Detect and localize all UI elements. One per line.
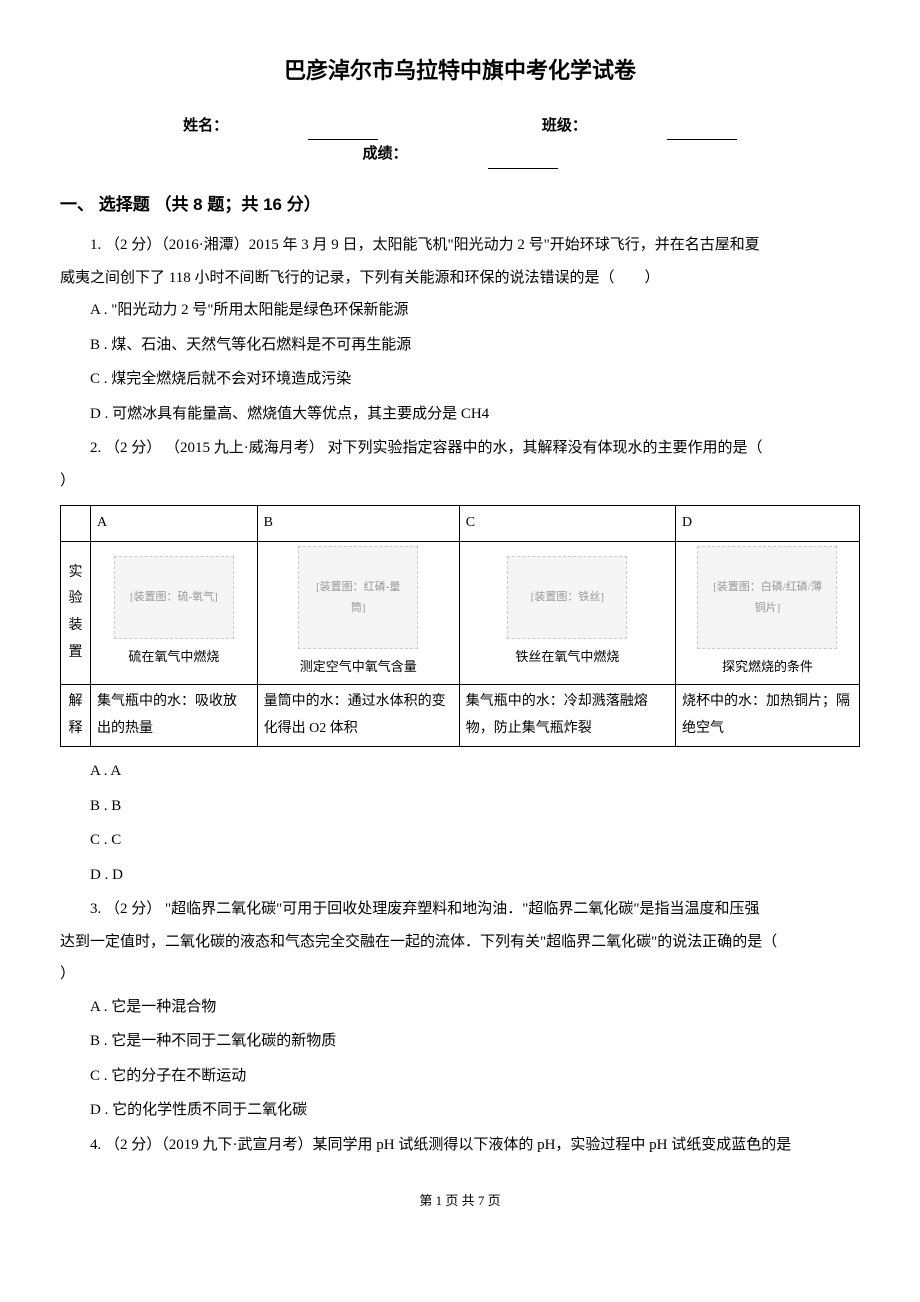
caption-c: 铁丝在氧气中燃烧 bbox=[466, 645, 669, 670]
name-field: 姓名： bbox=[143, 112, 418, 141]
page-footer: 第 1 页 共 7 页 bbox=[60, 1189, 860, 1214]
q3-option-d: D . 它的化学性质不同于二氧化碳 bbox=[60, 1096, 860, 1125]
caption-a: 硫在氧气中燃烧 bbox=[97, 645, 251, 670]
q2-option-b: B . B bbox=[60, 792, 860, 821]
table-header-row: A B C D bbox=[61, 506, 860, 542]
q3-stem-line3: ） bbox=[60, 960, 860, 989]
caption-d: 探究燃烧的条件 bbox=[682, 655, 853, 680]
q3-stem-line2: 达到一定值时，二氧化碳的液态和气态完全交融在一起的流体．下列有关"超临界二氧化碳… bbox=[60, 928, 860, 957]
q1-stem-line2: 威夷之间创下了 118 小时不间断飞行的记录，下列有关能源和环保的说法错误的是（… bbox=[60, 264, 860, 293]
q1-stem-line1: 1. （2 分）（2016·湘潭）2015 年 3 月 9 日，太阳能飞机"阳光… bbox=[60, 231, 860, 260]
q2-stem-line2: ） bbox=[60, 467, 860, 496]
table-explain-row: 解释 集气瓶中的水：吸收放出的热量 量筒中的水：通过水体积的变化得出 O2 体积… bbox=[61, 685, 860, 747]
table-corner bbox=[61, 506, 91, 542]
diagram-a: [装置图：硫-氧气] bbox=[114, 556, 234, 639]
q3-stem-line1: 3. （2 分） "超临界二氧化碳"可用于回收处理废弃塑料和地沟油．"超临界二氧… bbox=[60, 895, 860, 924]
q1-option-d: D . 可燃冰具有能量高、燃烧值大等优点，其主要成分是 CH4 bbox=[60, 400, 860, 429]
q2-option-c: C . C bbox=[60, 826, 860, 855]
cell-d-explain: 烧杯中的水：加热铜片；隔绝空气 bbox=[675, 685, 859, 747]
table-col-c: C bbox=[459, 506, 675, 542]
q1-option-c: C . 煤完全燃烧后就不会对环境造成污染 bbox=[60, 365, 860, 394]
cell-a-device: [装置图：硫-氧气] 硫在氧气中燃烧 bbox=[91, 541, 258, 684]
diagram-c: [装置图：铁丝] bbox=[507, 556, 627, 639]
cell-b-explain: 量筒中的水：通过水体积的变化得出 O2 体积 bbox=[257, 685, 459, 747]
q1-option-a: A . "阳光动力 2 号"所用太阳能是绿色环保新能源 bbox=[60, 296, 860, 325]
q3-option-c: C . 它的分子在不断运动 bbox=[60, 1062, 860, 1091]
table-col-a: A bbox=[91, 506, 258, 542]
experiment-table: A B C D 实验装置 [装置图：硫-氧气] 硫在氧气中燃烧 [装置图：红磷-… bbox=[60, 505, 860, 747]
section-header: 一、 选择题 （共 8 题；共 16 分） bbox=[60, 189, 860, 221]
cell-c-device: [装置图：铁丝] 铁丝在氧气中燃烧 bbox=[459, 541, 675, 684]
info-row: 姓名： 班级： 成绩： bbox=[60, 112, 860, 169]
table-device-row: 实验装置 [装置图：硫-氧气] 硫在氧气中燃烧 [装置图：红磷-量筒] 测定空气… bbox=[61, 541, 860, 684]
q4-stem: 4. （2 分）（2019 九下·武宣月考）某同学用 pH 试纸测得以下液体的 … bbox=[60, 1131, 860, 1160]
class-field: 班级： bbox=[502, 112, 777, 141]
q2-stem-line1: 2. （2 分） （2015 九上·威海月考） 对下列实验指定容器中的水，其解释… bbox=[60, 434, 860, 463]
diagram-d: [装置图：白磷/红磷/薄铜片] bbox=[697, 546, 837, 650]
q2-option-d: D . D bbox=[60, 861, 860, 890]
cell-b-device: [装置图：红磷-量筒] 测定空气中氧气含量 bbox=[257, 541, 459, 684]
row2-label: 解释 bbox=[61, 685, 91, 747]
q2-option-a: A . A bbox=[60, 757, 860, 786]
table-col-d: D bbox=[675, 506, 859, 542]
caption-b: 测定空气中氧气含量 bbox=[264, 655, 453, 680]
cell-d-device: [装置图：白磷/红磷/薄铜片] 探究燃烧的条件 bbox=[675, 541, 859, 684]
cell-c-explain: 集气瓶中的水：冷却溅落融熔物，防止集气瓶炸裂 bbox=[459, 685, 675, 747]
table-col-b: B bbox=[257, 506, 459, 542]
score-field: 成绩： bbox=[322, 140, 597, 169]
q3-option-b: B . 它是一种不同于二氧化碳的新物质 bbox=[60, 1027, 860, 1056]
diagram-b: [装置图：红磷-量筒] bbox=[298, 546, 418, 650]
q1-option-b: B . 煤、石油、天然气等化石燃料是不可再生能源 bbox=[60, 331, 860, 360]
cell-a-explain: 集气瓶中的水：吸收放出的热量 bbox=[91, 685, 258, 747]
q3-option-a: A . 它是一种混合物 bbox=[60, 993, 860, 1022]
row1-label: 实验装置 bbox=[61, 541, 91, 684]
exam-title: 巴彦淖尔市乌拉特中旗中考化学试卷 bbox=[60, 50, 860, 92]
